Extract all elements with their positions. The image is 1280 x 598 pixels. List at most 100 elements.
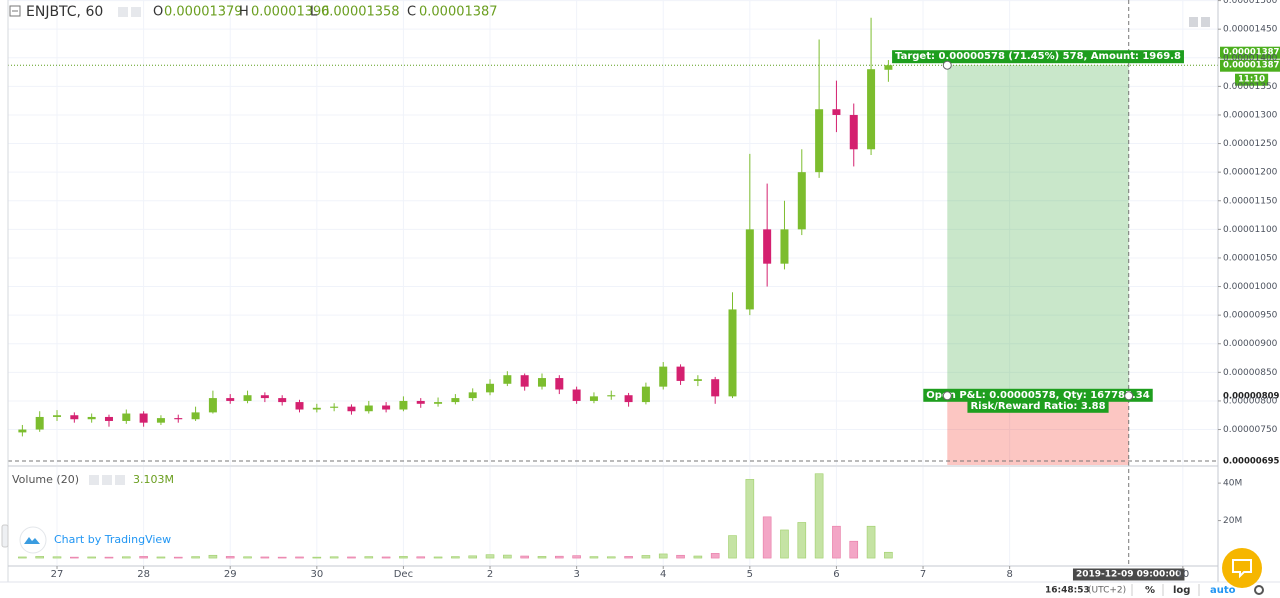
ohlc-value: 0.00001379 — [164, 5, 243, 20]
crosshair-price-label: 0.00000695 — [1223, 456, 1280, 466]
scroll-up-button[interactable] — [1189, 17, 1198, 27]
candle-body — [503, 375, 512, 384]
volume-bar — [589, 556, 599, 559]
log-button[interactable]: log — [1173, 585, 1190, 596]
candle-body — [589, 396, 598, 401]
candle-body — [122, 413, 131, 421]
candle-body — [572, 389, 581, 401]
candle-body — [434, 402, 443, 404]
volume-bar — [849, 540, 859, 559]
ohlc-label: O — [153, 5, 163, 20]
volume-bar — [295, 556, 304, 559]
candle-body — [330, 406, 339, 408]
candle-body — [763, 229, 772, 264]
candle-body — [295, 402, 304, 410]
timezone[interactable]: (UTC+2) — [1088, 586, 1126, 596]
candle-body — [399, 400, 408, 410]
volume-bar — [433, 556, 443, 559]
collapse-icon[interactable] — [9, 5, 21, 17]
candle-body — [728, 309, 737, 397]
candle-body — [711, 379, 720, 397]
candle-body — [659, 366, 668, 387]
target-label-box — [892, 50, 1184, 64]
entry-price-label: 0.00000809 — [1223, 391, 1280, 401]
crosshair-time-label-box — [1072, 568, 1185, 581]
y-tick-label: 0.00001300 — [1223, 110, 1278, 120]
candle-body — [745, 229, 754, 310]
last-price-label-box — [1220, 59, 1280, 72]
y-tick-label: 0.00001500 — [1223, 0, 1278, 6]
settings-icon[interactable] — [118, 7, 128, 17]
ohlc-value: 0.00001358 — [321, 5, 400, 20]
y-tick-label: 0.00000850 — [1223, 368, 1278, 378]
y-tick-label: 0.00001400 — [1223, 53, 1278, 63]
position-handle[interactable] — [1124, 391, 1134, 401]
scroll-down-button[interactable] — [1201, 17, 1210, 27]
candle-body — [382, 405, 391, 410]
candle-body — [537, 378, 546, 387]
volume-bar — [866, 525, 876, 559]
volume-bar — [658, 553, 668, 559]
candle-body — [156, 418, 165, 423]
candle-body — [641, 386, 650, 403]
x-tick-label: 5 — [747, 569, 753, 580]
candle-body — [849, 114, 858, 150]
last-price-label: 0.00001387 — [1223, 61, 1280, 71]
candle-body — [797, 172, 806, 230]
ohlc-value: 0.00001396 — [251, 5, 330, 20]
volume-hide-icon[interactable] — [102, 475, 112, 485]
volume-bar — [693, 555, 703, 559]
y-tick-label: 0.00001000 — [1223, 282, 1278, 292]
candle-body — [555, 378, 564, 390]
x-tick-label: 8 — [1006, 569, 1012, 580]
volume-bar — [884, 551, 893, 559]
chat-button[interactable] — [1222, 548, 1262, 588]
pnl-label-box — [923, 388, 1153, 402]
x-tick-label: Dec — [394, 569, 413, 580]
volume-remove-icon[interactable] — [115, 475, 125, 485]
candle-body — [191, 412, 200, 420]
x-tick-label: 30 — [310, 569, 323, 580]
position-handle[interactable] — [942, 391, 952, 401]
percent-button[interactable]: % — [1145, 585, 1155, 596]
candle-body — [70, 415, 79, 420]
settings-gear[interactable] — [1254, 585, 1264, 595]
volume-bar — [381, 556, 391, 559]
candle-body — [87, 416, 96, 420]
candle-body — [364, 405, 373, 412]
candle-body — [607, 395, 616, 397]
position-handle[interactable] — [942, 60, 952, 70]
x-tick-label: 29 — [224, 569, 237, 580]
candle-body — [208, 398, 217, 413]
x-tick-label: 10 — [1176, 569, 1189, 580]
countdown-label: 11:10 — [1238, 75, 1265, 85]
candle-body — [226, 398, 235, 401]
volume-bar — [70, 556, 79, 559]
volume-settings-icon[interactable] — [89, 475, 99, 485]
x-tick-label: 28 — [137, 569, 150, 580]
side-tab[interactable] — [1, 524, 9, 548]
entry-price-label-box — [1220, 390, 1280, 403]
watermark[interactable]: Chart by TradingView — [54, 533, 171, 546]
volume-bar — [277, 556, 287, 559]
hide-icon[interactable] — [131, 7, 141, 17]
x-tick-label: 27 — [51, 569, 64, 580]
volume-bar — [312, 556, 322, 559]
y-tick-label: 0.00001450 — [1223, 25, 1278, 35]
candle-body — [884, 65, 893, 70]
chat-icon — [1232, 559, 1252, 579]
candle-body — [35, 416, 44, 430]
volume-bar — [347, 556, 356, 559]
auto-button[interactable]: auto — [1210, 585, 1236, 596]
x-tick-label: 3 — [573, 569, 579, 580]
x-tick-label: 6 — [833, 569, 839, 580]
volume-bar — [139, 556, 148, 559]
y-tick-label: 40M — [1223, 479, 1242, 489]
profit-zone[interactable] — [947, 65, 1129, 396]
volume-bar — [832, 525, 841, 559]
volume-bar — [537, 556, 547, 559]
y-tick-label: 0.00000950 — [1223, 311, 1278, 321]
volume-bar — [18, 556, 27, 559]
candle-body — [780, 229, 789, 264]
candle-body — [18, 429, 27, 433]
